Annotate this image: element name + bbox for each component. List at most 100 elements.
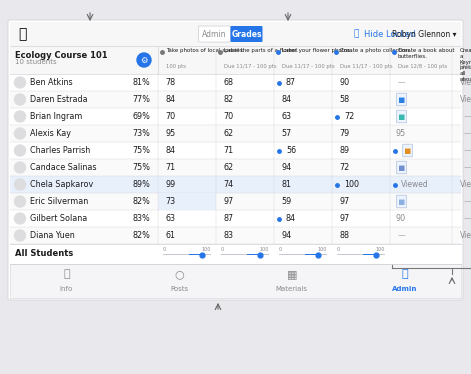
- Bar: [163, 254, 211, 255]
- Text: 82%: 82%: [132, 231, 150, 240]
- Text: ▪: ▪: [398, 95, 405, 104]
- Text: 59: 59: [281, 197, 291, 206]
- Text: 100: 100: [344, 180, 359, 189]
- Text: 0: 0: [337, 247, 340, 252]
- Text: 58: 58: [339, 95, 349, 104]
- Text: Due 12/8 - 100 pts: Due 12/8 - 100 pts: [398, 64, 447, 69]
- Text: Due 12/15 - 100 pts: Due 12/15 - 100 pts: [460, 64, 471, 69]
- Circle shape: [15, 179, 25, 190]
- Text: 62: 62: [223, 163, 233, 172]
- Text: 👥: 👥: [401, 269, 408, 279]
- Text: 88: 88: [339, 231, 349, 240]
- Circle shape: [15, 213, 25, 224]
- Text: 89: 89: [339, 146, 349, 155]
- Text: ▪: ▪: [404, 145, 411, 156]
- Text: 63: 63: [281, 112, 291, 121]
- Text: 83: 83: [223, 231, 233, 240]
- Text: —: —: [463, 197, 471, 206]
- Text: Robyn Glennon ▾: Robyn Glennon ▾: [392, 30, 457, 39]
- Text: Label the parts of a flower.: Label the parts of a flower.: [224, 48, 298, 53]
- Bar: [364, 254, 376, 255]
- Bar: [10, 46, 461, 74]
- Bar: [221, 254, 269, 255]
- Bar: [10, 108, 461, 125]
- Circle shape: [15, 162, 25, 173]
- Text: 90: 90: [395, 214, 405, 223]
- Text: Gilbert Solana: Gilbert Solana: [30, 214, 87, 223]
- Text: ⓘ: ⓘ: [63, 269, 70, 279]
- Bar: [158, 193, 216, 210]
- Text: ▪: ▪: [398, 162, 405, 172]
- Text: Ben Atkins: Ben Atkins: [30, 78, 73, 87]
- Circle shape: [15, 230, 25, 241]
- Text: Charles Parrish: Charles Parrish: [30, 146, 90, 155]
- Text: Create a photo collection.: Create a photo collection.: [340, 48, 411, 53]
- Text: 77%: 77%: [132, 95, 150, 104]
- Text: 72: 72: [344, 112, 354, 121]
- Bar: [10, 142, 461, 159]
- Text: 89%: 89%: [132, 180, 150, 189]
- Text: 94: 94: [281, 163, 291, 172]
- Text: 82%: 82%: [132, 197, 150, 206]
- Text: Due 11/17 - 100 pts: Due 11/17 - 100 pts: [224, 64, 276, 69]
- Text: 84: 84: [165, 146, 175, 155]
- Bar: [10, 210, 461, 227]
- Bar: [10, 244, 461, 264]
- Circle shape: [15, 77, 25, 88]
- Text: 84: 84: [165, 95, 175, 104]
- Text: Take photos of local species.: Take photos of local species.: [166, 48, 244, 53]
- Text: 62: 62: [223, 129, 233, 138]
- Text: 70: 70: [223, 112, 233, 121]
- Bar: [10, 22, 461, 46]
- Circle shape: [15, 94, 25, 105]
- Circle shape: [15, 196, 25, 207]
- Text: 87: 87: [286, 78, 296, 87]
- Text: 69%: 69%: [132, 112, 150, 121]
- Text: 56: 56: [286, 146, 296, 155]
- Text: 95: 95: [165, 129, 175, 138]
- Text: 100 pts: 100 pts: [166, 64, 186, 69]
- Circle shape: [15, 111, 25, 122]
- Text: Alexis Kay: Alexis Kay: [30, 129, 71, 138]
- Text: ⚙: ⚙: [140, 55, 148, 64]
- Text: Grades: Grades: [231, 30, 262, 39]
- Bar: [10, 159, 461, 176]
- Text: 74: 74: [223, 180, 233, 189]
- Text: 57: 57: [281, 129, 291, 138]
- Text: Create a Keynote presentation all about: Create a Keynote presentation all about: [460, 48, 471, 82]
- Text: 81: 81: [281, 180, 291, 189]
- Text: 100: 100: [317, 247, 327, 252]
- Text: 61: 61: [165, 231, 175, 240]
- Text: 78: 78: [165, 78, 175, 87]
- FancyBboxPatch shape: [403, 144, 412, 157]
- Text: 🔒: 🔒: [353, 30, 359, 39]
- Text: 90: 90: [339, 78, 349, 87]
- Text: All Students: All Students: [15, 249, 73, 258]
- Text: 10 students: 10 students: [15, 59, 57, 65]
- Text: 71: 71: [223, 146, 233, 155]
- Text: ○: ○: [174, 269, 184, 279]
- Text: Ecology Course 101: Ecology Course 101: [15, 51, 108, 60]
- Bar: [10, 193, 461, 210]
- Text: Daren Estrada: Daren Estrada: [30, 95, 88, 104]
- Text: 99: 99: [165, 180, 175, 189]
- Text: —: —: [463, 129, 471, 138]
- Text: ▪: ▪: [398, 111, 405, 122]
- Text: 84: 84: [286, 214, 296, 223]
- Text: Posts: Posts: [170, 286, 188, 292]
- Text: —: —: [463, 146, 471, 155]
- Text: Admin: Admin: [392, 286, 417, 292]
- Text: 71: 71: [165, 163, 175, 172]
- FancyBboxPatch shape: [230, 26, 262, 42]
- Text: Due 11/17 - 100 pts: Due 11/17 - 100 pts: [340, 64, 393, 69]
- Bar: [305, 254, 318, 255]
- Text: Chela Sapkarov: Chela Sapkarov: [30, 180, 93, 189]
- Text: Label your flower photos.: Label your flower photos.: [282, 48, 352, 53]
- FancyBboxPatch shape: [397, 110, 406, 123]
- Text: 100: 100: [260, 247, 269, 252]
- FancyBboxPatch shape: [397, 161, 406, 174]
- Bar: [10, 91, 461, 108]
- Circle shape: [15, 128, 25, 139]
- Text: 100: 100: [202, 247, 211, 252]
- FancyBboxPatch shape: [198, 26, 230, 42]
